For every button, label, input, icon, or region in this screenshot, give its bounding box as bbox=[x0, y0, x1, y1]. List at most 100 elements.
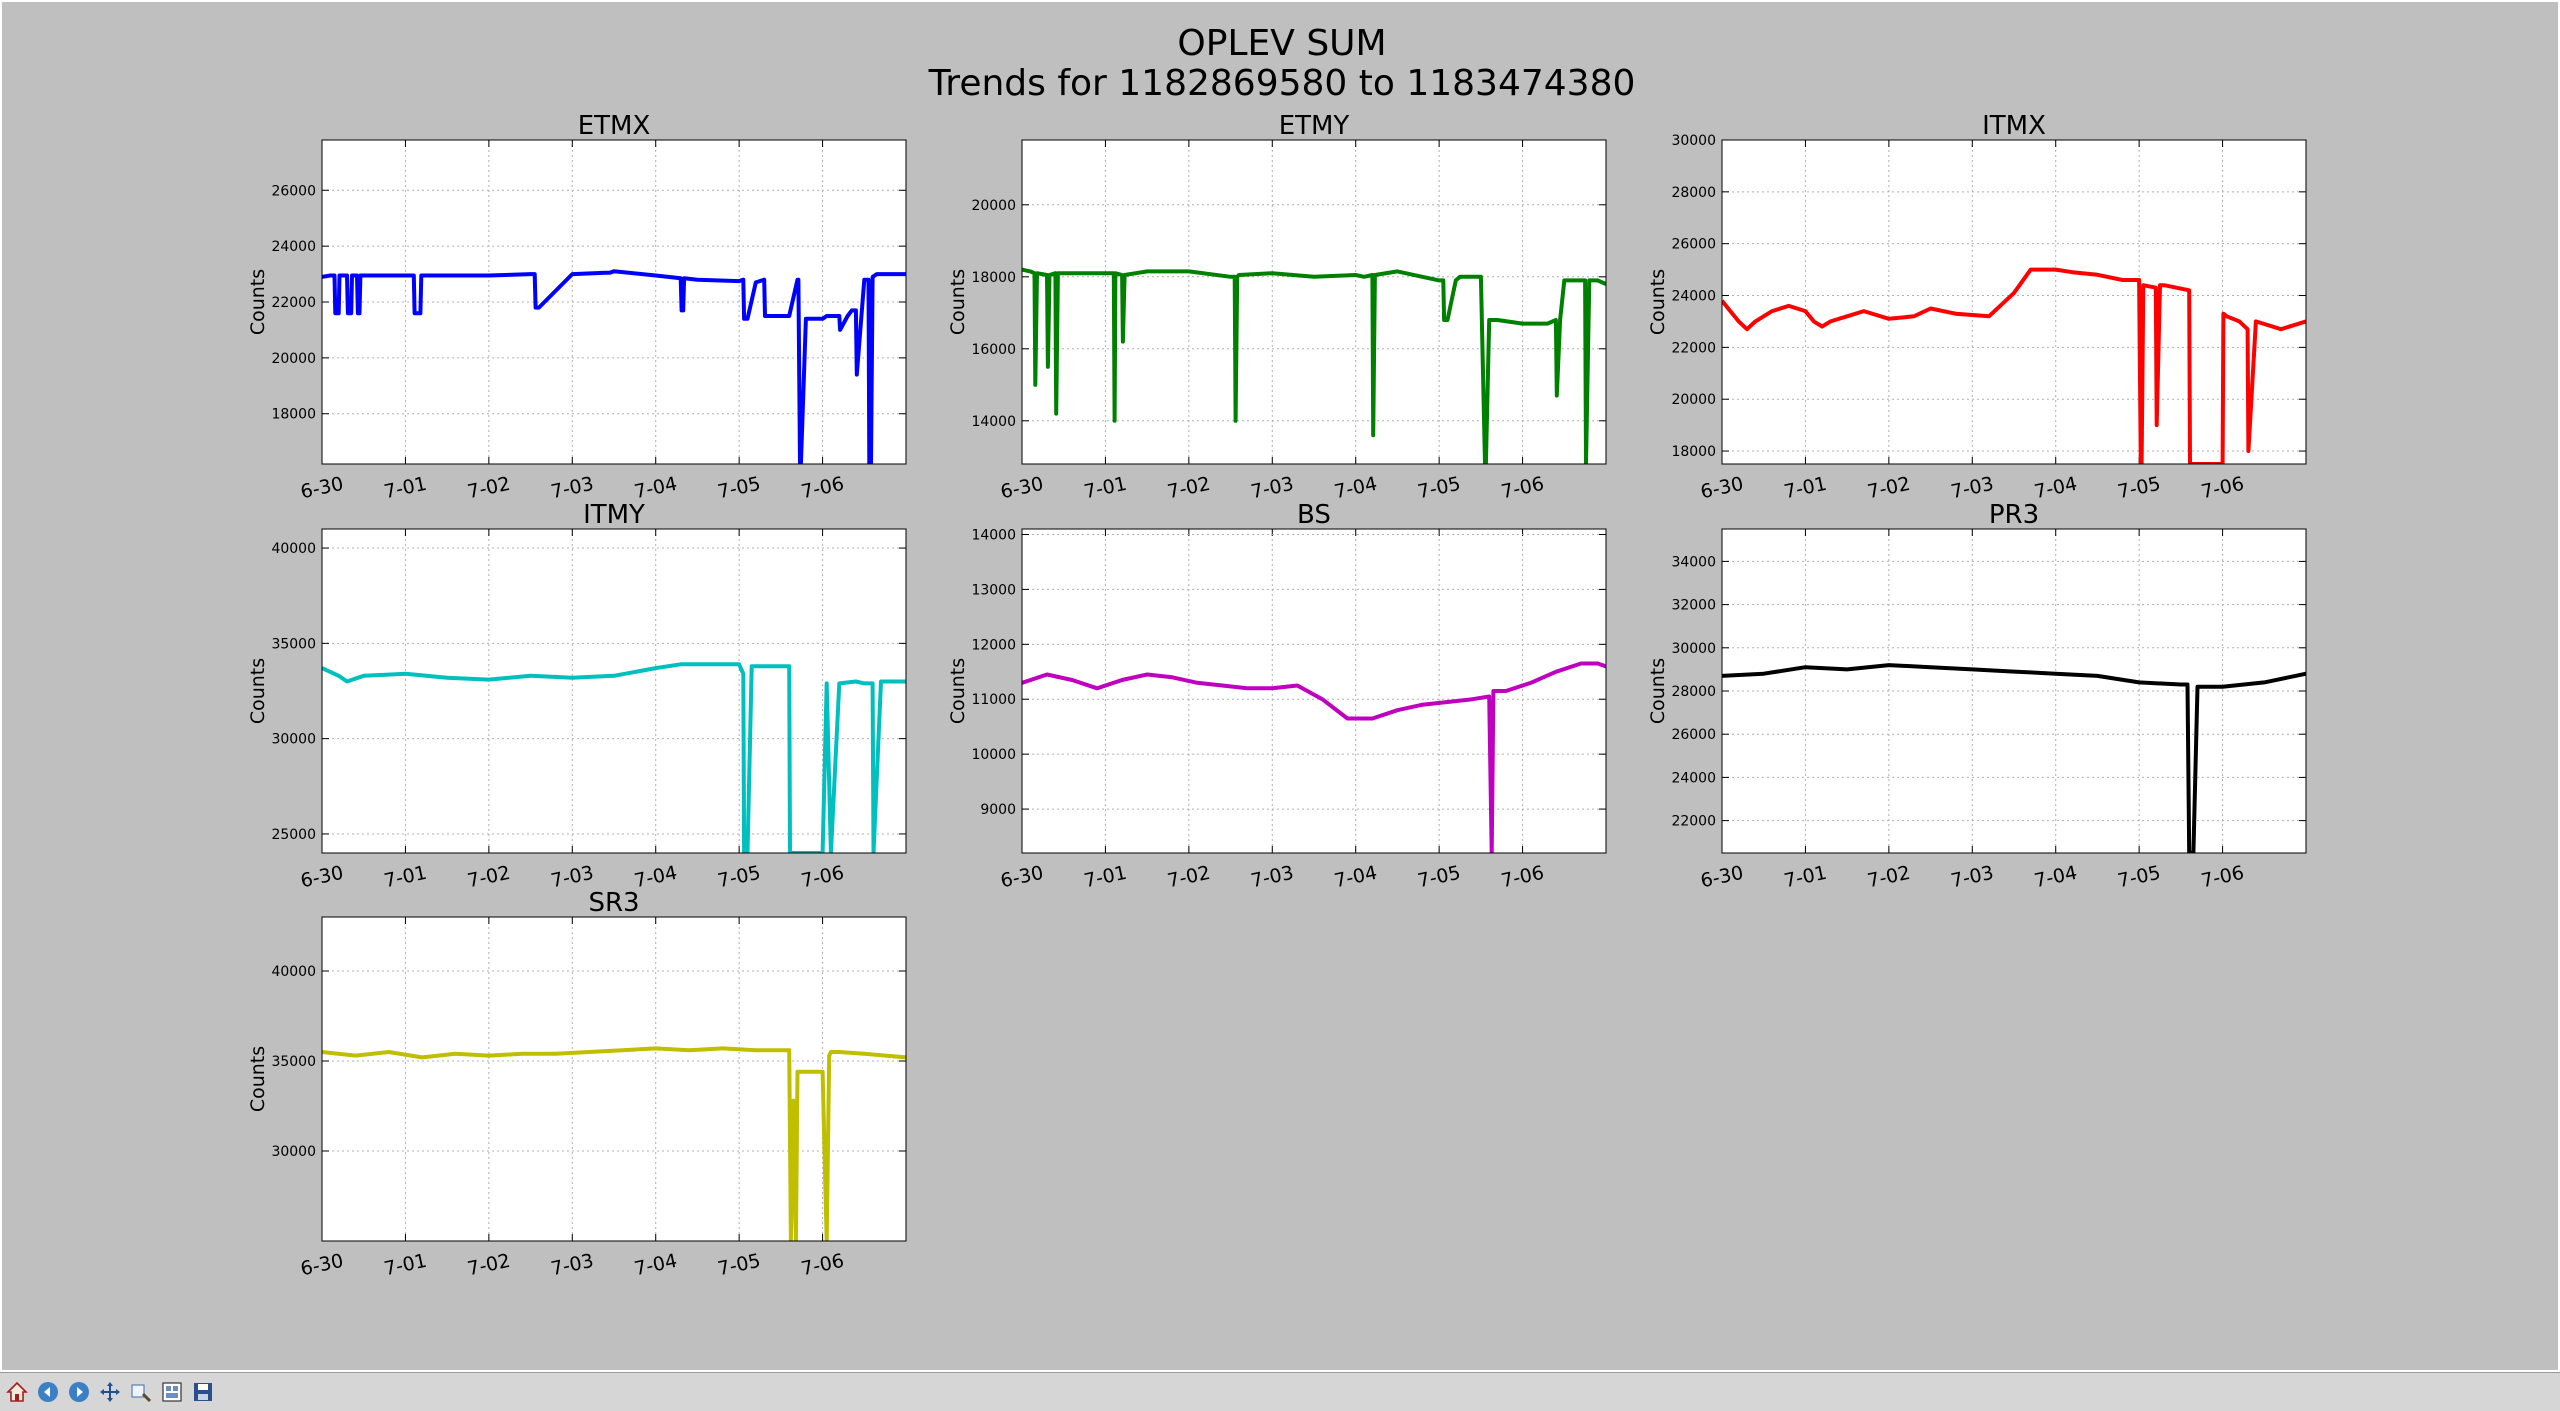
x-tick-label: 6-30 bbox=[299, 1250, 346, 1280]
y-tick-label: 24000 bbox=[1671, 770, 1716, 786]
x-tick-label: 7-01 bbox=[1782, 473, 1829, 503]
y-tick-label: 18000 bbox=[271, 407, 316, 423]
plots-area: 6-30 7-01 7-02 7-03 7-04 7-05 7-06 18000 20000 22… bbox=[247, 111, 2307, 1280]
y-tick-label: 24000 bbox=[271, 239, 316, 255]
y-tick-label: 40000 bbox=[271, 541, 316, 557]
subplot-pr3: 6-30 7-01 7-02 7-03 7-04 7-05 7-06 22000 24000 26… bbox=[1647, 500, 2307, 892]
series-line-etmy bbox=[1022, 267, 1606, 464]
subplot-title: ETMY bbox=[1279, 111, 1350, 141]
x-tick-label: 7-02 bbox=[1865, 473, 1912, 503]
x-tick-label: 7-03 bbox=[549, 473, 596, 503]
save-icon[interactable] bbox=[190, 1379, 216, 1405]
subplot-sr3: 6-30 7-01 7-02 7-03 7-04 7-05 7-06 30000 35000 40… bbox=[247, 888, 907, 1280]
home-icon[interactable] bbox=[4, 1379, 30, 1405]
plot-background bbox=[322, 529, 906, 853]
y-tick-label: 24000 bbox=[1671, 289, 1716, 305]
subplot-title: ETMX bbox=[578, 111, 651, 141]
plot-frame bbox=[321, 528, 907, 854]
y-tick-label: 26000 bbox=[1671, 727, 1716, 743]
plot-frame bbox=[321, 916, 907, 1242]
x-tick-label: 7-05 bbox=[716, 862, 763, 892]
x-tick-label: 7-01 bbox=[1082, 862, 1129, 892]
subplot-title: PR3 bbox=[1989, 500, 2039, 530]
x-tick-label: 6-30 bbox=[1699, 473, 1746, 503]
y-tick-label: 22000 bbox=[271, 295, 316, 311]
forward-icon[interactable] bbox=[66, 1379, 92, 1405]
y-tick-label: 18000 bbox=[1671, 444, 1716, 460]
y-tick-label: 14000 bbox=[971, 527, 1016, 543]
y-tick-label: 30000 bbox=[271, 732, 316, 748]
x-tick-label: 7-02 bbox=[465, 1250, 512, 1280]
y-tick-label: 30000 bbox=[1671, 133, 1716, 149]
plot-frame bbox=[1021, 139, 1607, 465]
y-tick-label: 32000 bbox=[1671, 598, 1716, 614]
x-tick-label: 7-04 bbox=[1332, 862, 1379, 892]
x-tick-label: 7-05 bbox=[2116, 862, 2163, 892]
figure-canvas: OPLEV SUM Trends for 1182869580 to 11834… bbox=[0, 0, 2560, 1372]
y-axis-label: Counts bbox=[247, 269, 269, 335]
x-tick-label: 7-03 bbox=[1249, 473, 1296, 503]
y-tick-label: 20000 bbox=[971, 198, 1016, 214]
y-tick-label: 28000 bbox=[1671, 684, 1716, 700]
y-tick-label: 11000 bbox=[971, 692, 1016, 708]
series-line-itmx bbox=[1722, 267, 2306, 464]
subplot-title: ITMX bbox=[1982, 111, 2046, 141]
navigation-toolbar bbox=[0, 1372, 2560, 1411]
x-tick-label: 7-02 bbox=[1865, 862, 1912, 892]
plot-background bbox=[1022, 529, 1606, 853]
y-tick-label: 30000 bbox=[271, 1144, 316, 1160]
x-tick-label: 7-06 bbox=[1499, 862, 1546, 892]
x-tick-label: 7-06 bbox=[1499, 473, 1546, 503]
y-tick-label: 20000 bbox=[271, 351, 316, 367]
y-tick-label: 35000 bbox=[271, 636, 316, 652]
subplots-icon[interactable] bbox=[159, 1379, 185, 1405]
y-axis-label: Counts bbox=[1647, 658, 1669, 724]
x-tick-label: 7-01 bbox=[1782, 862, 1829, 892]
y-tick-label: 30000 bbox=[1671, 641, 1716, 657]
x-tick-label: 7-01 bbox=[382, 1250, 429, 1280]
subplot-itmy: 6-30 7-01 7-02 7-03 7-04 7-05 7-06250003000035… bbox=[247, 500, 907, 892]
y-axis-label: Counts bbox=[247, 658, 269, 724]
plot-background bbox=[322, 917, 906, 1241]
subplot-title: BS bbox=[1297, 500, 1331, 530]
zoom-icon[interactable] bbox=[128, 1379, 154, 1405]
subplot-title: SR3 bbox=[588, 888, 639, 918]
pan-icon[interactable] bbox=[97, 1379, 123, 1405]
x-tick-label: 7-04 bbox=[1332, 473, 1379, 503]
plot-background bbox=[1022, 140, 1606, 464]
x-tick-label: 7-04 bbox=[632, 473, 679, 503]
y-tick-label: 12000 bbox=[971, 637, 1016, 653]
plot-frame bbox=[1721, 528, 2307, 854]
y-axis-label: Counts bbox=[1647, 269, 1669, 335]
x-tick-label: 7-02 bbox=[1165, 862, 1212, 892]
x-tick-label: 7-05 bbox=[2116, 473, 2163, 503]
figure-title: OPLEV SUM bbox=[1177, 23, 1387, 64]
series-line-etmx bbox=[322, 269, 906, 464]
x-tick-label: 7-01 bbox=[382, 862, 429, 892]
x-tick-label: 7-03 bbox=[1949, 473, 1996, 503]
y-tick-label: 26000 bbox=[271, 183, 316, 199]
x-tick-label: 7-01 bbox=[382, 473, 429, 503]
y-tick-label: 18000 bbox=[971, 270, 1016, 286]
subplot-title: ITMY bbox=[583, 500, 645, 530]
series-line-sr3 bbox=[322, 1046, 906, 1241]
subplot-itmx: 6-30 7-01 7-02 7-03 7-04 7-05 7-06 18000 20000 22… bbox=[1647, 111, 2307, 503]
plot-frame bbox=[1021, 528, 1607, 854]
y-tick-label: 22000 bbox=[1671, 814, 1716, 830]
x-tick-label: 7-05 bbox=[1416, 473, 1463, 503]
x-tick-label: 6-30 bbox=[999, 473, 1046, 503]
back-icon[interactable] bbox=[35, 1379, 61, 1405]
x-tick-label: 6-30 bbox=[1699, 862, 1746, 892]
y-tick-label: 40000 bbox=[271, 964, 316, 980]
subplot-bs: 6-30 7-01 7-02 7-03 7-04 7-05 7-06 9000 10000 110… bbox=[947, 500, 1607, 892]
plot-background bbox=[1722, 140, 2306, 464]
subplot-etmy: 6-30 7-01 7-02 7-03 7-04 7-05 7-06 14000 16000 18… bbox=[947, 111, 1607, 503]
y-tick-label: 20000 bbox=[1671, 392, 1716, 408]
x-tick-label: 7-04 bbox=[2032, 473, 2079, 503]
x-tick-label: 7-06 bbox=[2199, 473, 2246, 503]
y-tick-label: 16000 bbox=[971, 342, 1016, 358]
plot-frame bbox=[1721, 139, 2307, 465]
y-tick-label: 10000 bbox=[971, 747, 1016, 763]
y-axis-label: Counts bbox=[247, 1046, 269, 1112]
x-tick-label: 7-04 bbox=[2032, 862, 2079, 892]
